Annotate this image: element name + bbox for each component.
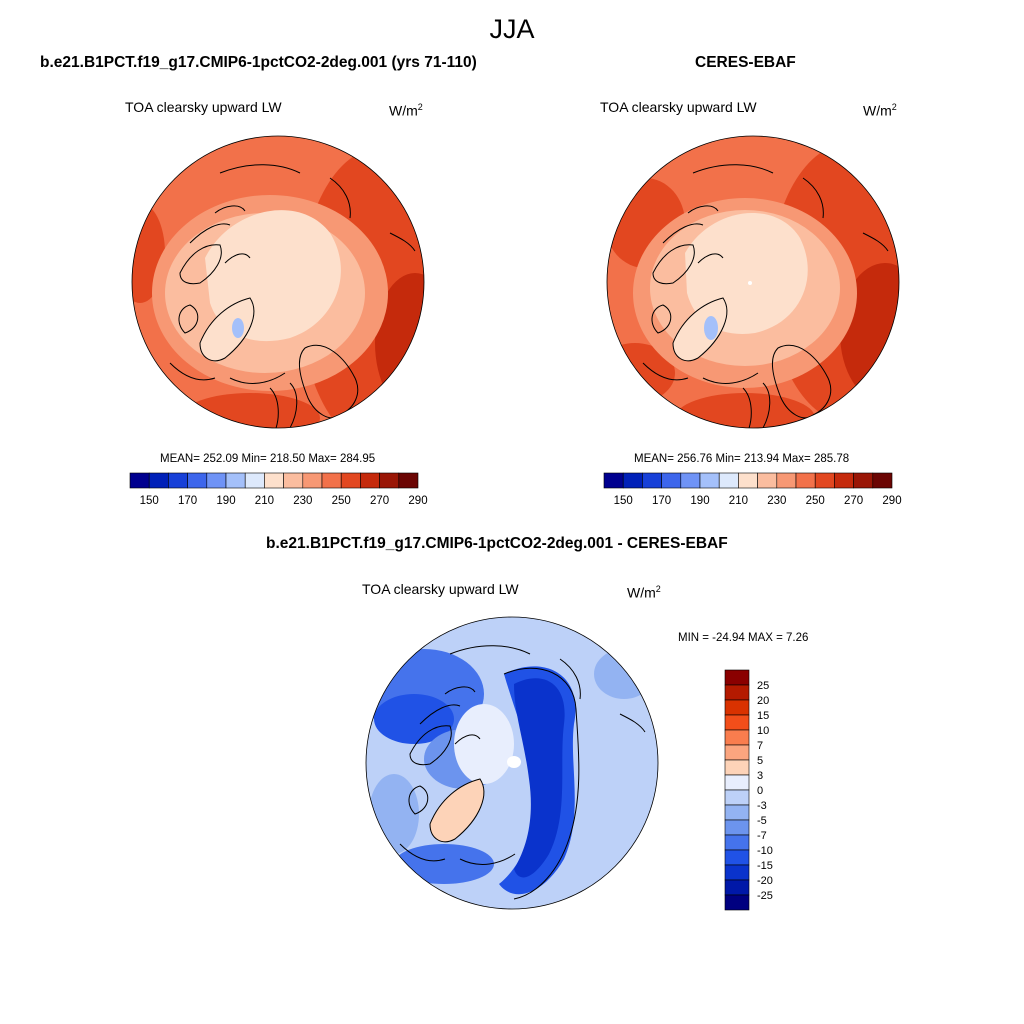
panel-diff-colorbar-tick: 7: [757, 740, 763, 752]
panel-obs-colorbar-box: [795, 472, 816, 489]
panel-obs-colorbar-box: [680, 472, 701, 489]
panel-diff-colorbar-box: [724, 804, 750, 821]
panel-obs-colorbar-tick: 290: [882, 495, 901, 507]
panel-obs-colorbar-box: [642, 472, 662, 489]
panel-diff-units: W/m2: [627, 584, 661, 601]
panel-diff-colorbar-tick: 5: [757, 755, 763, 767]
panel-obs-colorbar-tick: 150: [614, 495, 633, 507]
panel-diff-colorbar-tick: -5: [757, 815, 767, 827]
panel-diff-map: [365, 616, 659, 910]
panel-diff-colorbar: 25 20 15 10 7 5 3 0 -3 -5 -7 -10 -15 -20 -25: [724, 669, 773, 911]
panel-model-colorbar-box: [206, 472, 227, 489]
panel-obs-map: [606, 135, 900, 429]
panel-obs-colorbar-box: [622, 472, 643, 489]
panel-obs-colorbar-tick: 170: [652, 495, 671, 507]
panel-diff-colorbar-tick: -25: [757, 890, 773, 902]
panel-diff-colorbar-box: [724, 699, 750, 716]
panel-diff-stats: MIN = -24.94 MAX = 7.26: [678, 632, 809, 644]
panel-diff-colorbar-box: [724, 834, 750, 851]
panel-diff-title: b.e21.B1PCT.f19_g17.CMIP6-1pctCO2-2deg.0…: [266, 535, 728, 552]
panel-diff-colorbar-tick: 25: [757, 680, 769, 692]
panel-model-colorbar: 150 170 190 210 230 250 270 290: [129, 472, 428, 507]
panel-model-colorbar-box: [264, 472, 284, 489]
panel-obs-colorbar-box: [603, 472, 624, 489]
panel-diff-colorbar-box: [724, 669, 750, 686]
panel-diff-colorbar-box: [724, 849, 750, 866]
panel-model-stats: MEAN= 252.09 Min= 218.50 Max= 284.95: [160, 453, 376, 465]
panel-obs-colorbar-tick: 250: [806, 495, 825, 507]
panel-diff-colorbar-box: [724, 864, 750, 881]
panel-model-units: W/m2: [389, 102, 423, 119]
panel-diff-colorbar-tick: -3: [757, 800, 767, 812]
panel-obs-colorbar-box: [834, 472, 854, 489]
panel-diff-colorbar-tick: 10: [757, 725, 769, 737]
figure-title: JJA: [489, 14, 535, 44]
panel-diff-colorbar-box: [724, 729, 750, 746]
panel-diff-colorbar-tick: -10: [757, 845, 773, 857]
panel-diff-colorbar-box: [724, 819, 750, 836]
panel-model-colorbar-tick: 270: [370, 495, 389, 507]
panel-model-colorbar-tick: 230: [293, 495, 312, 507]
panel-diff-colorbar-tick: -15: [757, 860, 773, 872]
panel-model-map: [131, 135, 425, 429]
panel-model-colorbar-box: [129, 472, 150, 489]
panel-model-colorbar-box: [168, 472, 188, 489]
panel-model-colorbar-box: [148, 472, 169, 489]
panel-model-colorbar-box: [302, 472, 323, 489]
panel-diff-colorbar-box: [724, 789, 750, 806]
panel-diff-colorbar-tick: 0: [757, 785, 763, 797]
panel-diff-colorbar-box: [724, 879, 750, 896]
panel-diff-colorbar-tick: 3: [757, 770, 763, 782]
panel-obs-colorbar-box: [718, 472, 739, 489]
panel-model-colorbar-box: [321, 472, 342, 489]
panel-obs-colorbar-tick: 230: [767, 495, 786, 507]
panel-obs-colorbar-tick: 210: [729, 495, 748, 507]
panel-model-title: b.e21.B1PCT.f19_g17.CMIP6-1pctCO2-2deg.0…: [40, 54, 477, 71]
panel-diff-colorbar-box: [724, 894, 750, 911]
panel-model-colorbar-box: [225, 472, 246, 489]
panel-model-colorbar-tick: 190: [216, 495, 235, 507]
panel-model-colorbar-tick: 250: [332, 495, 351, 507]
panel-model-colorbar-tick: 290: [408, 495, 427, 507]
panel-model-colorbar-box: [379, 472, 400, 489]
panel-model-colorbar-box: [283, 472, 304, 489]
panel-obs-colorbar: 150 170 190 210 230 250 270 290: [603, 472, 902, 507]
panel-obs-variable: TOA clearsky upward LW: [600, 99, 757, 115]
panel-obs-colorbar-box: [872, 472, 893, 489]
panel-obs-colorbar-box: [814, 472, 835, 489]
panel-diff-colorbar-tick: -20: [757, 875, 773, 887]
panel-model-colorbar-box: [244, 472, 265, 489]
panel-obs-colorbar-box: [661, 472, 682, 489]
panel-model-colorbar-tick: 210: [255, 495, 274, 507]
panel-diff-colorbar-box: [724, 759, 750, 776]
panel-model-colorbar-box: [340, 472, 361, 489]
panel-model-variable: TOA clearsky upward LW: [125, 99, 282, 115]
panel-obs-colorbar-box: [853, 472, 874, 489]
panel-diff-colorbar-tick: -7: [757, 830, 767, 842]
panel-diff-colorbar-box: [724, 744, 750, 761]
panel-obs-title: CERES-EBAF: [695, 54, 796, 71]
panel-model-colorbar-tick: 150: [140, 495, 159, 507]
panel-diff-colorbar-box: [724, 774, 750, 791]
panel-obs-colorbar-box: [699, 472, 720, 489]
panel-model-colorbar-box: [187, 472, 208, 489]
panel-obs-colorbar-box: [757, 472, 778, 489]
panel-obs-stats: MEAN= 256.76 Min= 213.94 Max= 285.78: [634, 453, 850, 465]
panel-model-colorbar-box: [398, 472, 419, 489]
panel-diff-variable: TOA clearsky upward LW: [362, 581, 519, 597]
panel-obs-colorbar-tick: 270: [844, 495, 863, 507]
panel-model-colorbar-box: [360, 472, 380, 489]
panel-obs-colorbar-box: [776, 472, 797, 489]
panel-diff-colorbar-tick: 20: [757, 695, 769, 707]
panel-diff-colorbar-box: [724, 714, 750, 731]
panel-obs-units: W/m2: [863, 102, 897, 119]
panel-obs-colorbar-tick: 190: [690, 495, 709, 507]
panel-diff-colorbar-tick: 15: [757, 710, 769, 722]
panel-diff-colorbar-box: [724, 684, 750, 701]
panel-model-colorbar-tick: 170: [178, 495, 197, 507]
panel-obs-colorbar-box: [738, 472, 758, 489]
